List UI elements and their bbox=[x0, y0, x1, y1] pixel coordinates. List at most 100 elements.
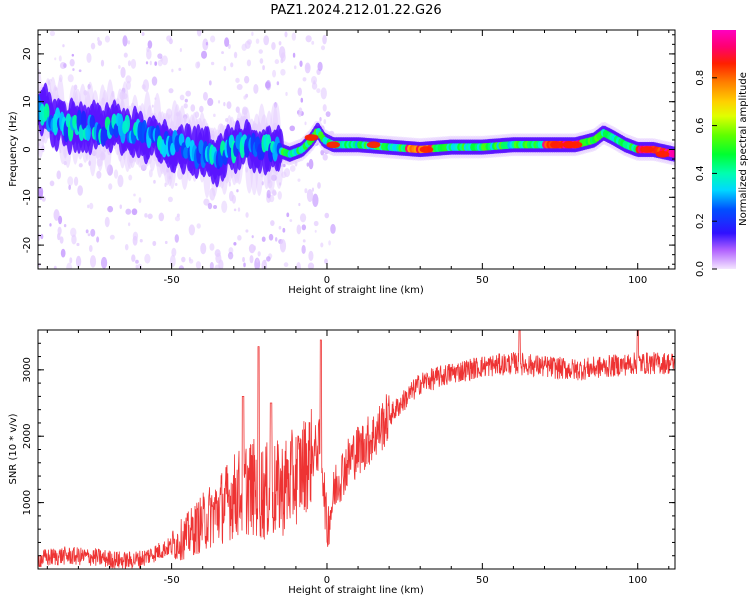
spectrogram-noise-blob bbox=[285, 91, 288, 97]
spectrogram-noise-blob bbox=[97, 36, 100, 42]
spectrogram-core bbox=[170, 142, 176, 156]
spectrogram-noise-blob bbox=[205, 41, 208, 46]
spectrogram-noise-blob bbox=[125, 208, 132, 215]
spectrogram-noise-blob bbox=[154, 61, 158, 66]
spectrogram-noise-blob bbox=[100, 59, 105, 67]
spectrogram-noise-blob bbox=[75, 255, 82, 268]
spectrogram-noise-blob bbox=[245, 212, 249, 218]
spectrogram-ticks: -50 0 50 100 -20 -10 0 10 20 bbox=[22, 30, 675, 286]
spectrogram-noise-blob bbox=[213, 204, 218, 210]
spectrogram-noise-blob bbox=[138, 197, 142, 204]
spectrogram-ylabel: Frequency (Hz) bbox=[8, 111, 19, 187]
spectrogram-noise-blob bbox=[283, 262, 289, 268]
spectrogram-peak bbox=[366, 141, 381, 149]
spectrogram-noise-blob bbox=[251, 31, 254, 37]
spectrogram-noise-blob bbox=[120, 66, 126, 79]
spectrogram-ytick-label: 10 bbox=[22, 95, 33, 108]
spectrogram-noise-blob bbox=[286, 212, 290, 218]
spectrogram-noise-blob bbox=[221, 51, 224, 55]
spectrogram-noise-blob bbox=[73, 176, 79, 186]
spectrogram-noise-blob bbox=[66, 262, 73, 269]
spectrogram-noise-blob bbox=[300, 97, 304, 103]
spectrogram-noise-blob bbox=[218, 100, 221, 104]
spectrogram-noise-blob bbox=[86, 52, 92, 64]
spectrogram-noise-blob bbox=[71, 53, 75, 57]
spectrogram-noise-blob bbox=[88, 244, 93, 252]
spectrogram-noise-blob bbox=[63, 63, 67, 68]
spectrogram-noise-blob bbox=[266, 189, 271, 199]
spectrogram-noise-blob bbox=[87, 204, 90, 209]
spectrogram-noise-blob bbox=[207, 97, 214, 107]
spectrogram-noise-blob bbox=[322, 34, 327, 45]
spectrogram-noise-blob bbox=[210, 35, 216, 43]
spectrogram-noise-blob bbox=[127, 222, 131, 227]
spectrogram-noise-blob bbox=[272, 190, 277, 196]
spectrogram-noise-blob bbox=[280, 68, 286, 76]
spectrogram-noise-blob bbox=[158, 212, 165, 222]
spectrogram-noise-blob bbox=[299, 60, 303, 68]
spectrogram-noise-blob bbox=[259, 58, 264, 64]
spectrogram-noise-blob bbox=[251, 235, 254, 239]
spectrogram-noise-blob bbox=[311, 75, 318, 85]
spectrogram-noise-blob bbox=[179, 94, 185, 101]
snr-ticks: -50 0 50 100 1000 2000 3000 bbox=[22, 329, 675, 586]
spectrogram-noise-blob bbox=[316, 88, 321, 94]
spectrogram-noise-blob bbox=[233, 208, 237, 212]
spectrogram-noise-blob bbox=[185, 90, 192, 97]
spectrogram-noise-blob bbox=[127, 40, 131, 45]
spectrogram-noise-blob bbox=[161, 55, 168, 66]
spectrogram-xtick-label: 0 bbox=[324, 275, 330, 286]
colorbar-gradient bbox=[712, 30, 736, 269]
spectrogram-noise-blob bbox=[313, 80, 316, 85]
spectrogram-noise-blob bbox=[278, 46, 286, 59]
spectrogram-noise-blob bbox=[243, 262, 246, 268]
spectrogram-noise-blob bbox=[77, 185, 84, 196]
spectrogram-noise-blob bbox=[322, 153, 328, 161]
spectrogram-noise-blob bbox=[302, 77, 307, 82]
spectrogram-noise-blob bbox=[168, 38, 173, 45]
spectrogram-noise-blob bbox=[277, 191, 282, 200]
spectrogram-noise-blob bbox=[237, 207, 241, 212]
spectrogram-heatmap bbox=[38, 30, 675, 269]
spectrogram-noise-blob bbox=[325, 111, 331, 117]
spectrogram-noise-blob bbox=[67, 74, 74, 83]
spectrogram-noise-blob bbox=[71, 234, 77, 245]
spectrogram-core bbox=[198, 139, 204, 155]
spectrogram-noise-blob bbox=[118, 64, 121, 70]
spectrogram-noise-blob bbox=[40, 233, 44, 240]
spectrogram-noise-blob bbox=[49, 180, 55, 187]
colorbar-label: Normalized spectral amplitude bbox=[738, 72, 749, 226]
colorbar-tick-label: 0.6 bbox=[695, 118, 706, 134]
spectrogram-noise-blob bbox=[320, 149, 325, 156]
spectrogram-noise-blob bbox=[202, 91, 208, 101]
spectrogram-noise-blob bbox=[296, 262, 301, 269]
spectrogram-noise-blob bbox=[144, 213, 148, 218]
colorbar-tick-label: 0.2 bbox=[695, 213, 706, 229]
spectrogram-noise-blob bbox=[323, 119, 327, 125]
spectrogram-noise-blob bbox=[124, 243, 129, 251]
snr-ytick-label: 2000 bbox=[22, 423, 33, 448]
spectrogram-noise-blob bbox=[149, 60, 152, 66]
spectrogram-noise-blob bbox=[317, 61, 323, 72]
spectrogram-noise-blob bbox=[322, 104, 327, 112]
spectrogram-noise-blob bbox=[122, 35, 128, 47]
spectrogram-noise-blob bbox=[53, 209, 60, 221]
spectrogram-noise-blob bbox=[207, 202, 213, 210]
spectrogram-peak bbox=[326, 141, 341, 149]
colorbar-tick-label: 0.8 bbox=[695, 70, 706, 86]
spectrogram-noise-blob bbox=[119, 204, 123, 209]
spectrogram-noise-blob bbox=[90, 228, 96, 237]
spectrogram-noise-blob bbox=[176, 213, 180, 218]
spectrogram-noise-blob bbox=[147, 40, 153, 49]
spectrogram-noise-blob bbox=[188, 224, 196, 236]
spectrogram-noise-blob bbox=[297, 87, 302, 96]
spectrogram-noise-blob bbox=[59, 236, 64, 244]
spectrogram-noise-blob bbox=[243, 75, 250, 84]
spectrogram-noise-blob bbox=[147, 213, 153, 220]
spectrogram-noise-blob bbox=[141, 32, 145, 36]
spectrogram-noise-blob bbox=[130, 58, 137, 69]
spectrogram-noise-blob bbox=[208, 80, 212, 86]
spectrogram-core bbox=[124, 114, 130, 133]
spectrogram-noise-blob bbox=[262, 65, 265, 71]
spectrogram-noise-blob bbox=[305, 64, 310, 70]
